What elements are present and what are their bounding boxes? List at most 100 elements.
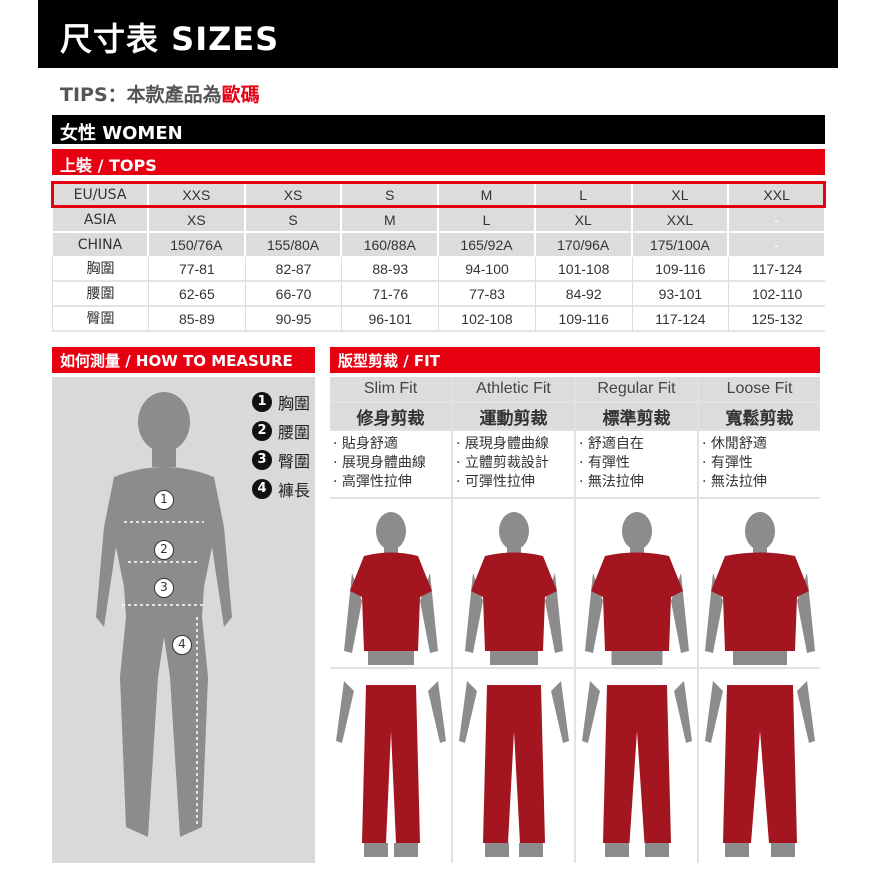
tips-highlight: 歐碼 xyxy=(221,84,260,106)
pants-figure xyxy=(699,669,820,863)
table-cell: 125-132 xyxy=(728,307,825,332)
row-label: 胸圍 xyxy=(52,257,148,282)
fit-point: · 可彈性拉伸 xyxy=(456,474,535,490)
fit-point: · 展現身體曲線 xyxy=(456,436,549,452)
page-title: 尺寸表 SIZES xyxy=(38,0,838,68)
row-label: 腰圍 xyxy=(52,282,148,307)
legend-number: 4 xyxy=(252,479,272,499)
shirt-icon xyxy=(584,512,689,665)
table-cell: 109-116 xyxy=(631,257,729,282)
marker-3: 3 xyxy=(154,578,174,598)
fit-point: · 舒適自在 xyxy=(579,436,644,452)
shirt-icon xyxy=(464,512,563,665)
fit-description: · 舒適自在 · 有彈性 · 無法拉伸 xyxy=(576,431,697,497)
table-cell: S xyxy=(244,207,342,232)
table-cell: - xyxy=(728,232,825,257)
row-label: 臀圍 xyxy=(52,307,148,332)
table-cell: 96-101 xyxy=(341,307,439,332)
body-silhouette-icon xyxy=(96,392,232,837)
tips: TIPS：本款產品為歐碼 xyxy=(60,80,260,107)
fit-point: · 無法拉伸 xyxy=(579,474,644,490)
legend-label: 臀圍 xyxy=(278,452,311,471)
marker-4: 4 xyxy=(172,635,192,655)
fit-point: · 展現身體曲線 xyxy=(333,455,426,471)
table-cell: 155/80A xyxy=(244,232,342,257)
row-label: CHINA xyxy=(52,232,148,257)
table-cell: 93-101 xyxy=(631,282,729,307)
section-tops: 上裝 / TOPS xyxy=(52,149,825,175)
table-cell: 84-92 xyxy=(534,282,632,307)
table-cell: 77-81 xyxy=(148,257,245,282)
size-table: EU/USA XXS XS S M L XL XXL ASIA XS S M L XL XXL - CHINA 1… xyxy=(52,182,825,332)
eu-row-highlight xyxy=(51,181,826,208)
pants-icon xyxy=(581,681,692,857)
section-women: 女性 WOMEN xyxy=(52,115,825,144)
legend-label: 胸圍 xyxy=(278,394,311,413)
table-cell: XXL xyxy=(631,207,729,232)
table-cell: 85-89 xyxy=(148,307,245,332)
table-cell: 66-70 xyxy=(244,282,342,307)
table-cell: 160/88A xyxy=(341,232,439,257)
table-cell: M xyxy=(341,207,439,232)
table-cell: 170/96A xyxy=(534,232,632,257)
fit-point: · 有彈性 xyxy=(702,455,753,471)
shirt-figure xyxy=(576,499,697,667)
pants-icon xyxy=(704,681,815,857)
table-cell: XL xyxy=(534,207,632,232)
fit-description: · 貼身舒適 · 展現身體曲線 · 高彈性拉伸 xyxy=(330,431,451,497)
marker-1: 1 xyxy=(154,490,174,510)
legend-number: 3 xyxy=(252,450,272,470)
fit-description: · 休閒舒適 · 有彈性 · 無法拉伸 xyxy=(699,431,820,497)
pants-figure xyxy=(330,669,451,863)
legend-number: 1 xyxy=(252,392,272,412)
shirt-figure xyxy=(699,499,820,667)
fit-header: 版型剪裁 / FIT xyxy=(330,347,820,373)
table-cell: 150/76A xyxy=(148,232,245,257)
table-cell: 109-116 xyxy=(534,307,632,332)
marker-2: 2 xyxy=(154,540,174,560)
shirt-icon xyxy=(704,512,815,665)
fit-point: · 高彈性拉伸 xyxy=(333,474,412,490)
table-cell: 94-100 xyxy=(438,257,535,282)
fit-name-zh: 標準剪裁 xyxy=(576,403,697,429)
legend-item: 1 胸圍 xyxy=(252,391,310,413)
table-cell: 101-108 xyxy=(534,257,632,282)
legend-item: 4 褲長 xyxy=(252,478,310,500)
fit-point: · 貼身舒適 xyxy=(333,436,398,452)
fit-name-zh: 修身剪裁 xyxy=(330,403,451,429)
fit-name-en: Regular Fit xyxy=(576,377,697,401)
fit-name-zh: 寬鬆剪裁 xyxy=(699,403,820,429)
legend-number: 2 xyxy=(252,421,272,441)
legend-label: 腰圍 xyxy=(278,423,311,442)
table-cell: 117-124 xyxy=(728,257,825,282)
fit-point: · 休閒舒適 xyxy=(702,436,767,452)
table-cell: 175/100A xyxy=(631,232,729,257)
fit-description: · 展現身體曲線 · 立體剪裁設計 · 可彈性拉伸 xyxy=(453,431,574,497)
table-cell: 77-83 xyxy=(438,282,535,307)
table-cell: 117-124 xyxy=(631,307,729,332)
pants-figure xyxy=(453,669,574,863)
pants-icon xyxy=(458,681,569,857)
fit-name-en: Athletic Fit xyxy=(453,377,574,401)
table-cell: XS xyxy=(244,182,342,207)
table-cell: XS xyxy=(148,207,245,232)
fit-point: · 有彈性 xyxy=(579,455,630,471)
fit-point: · 無法拉伸 xyxy=(702,474,767,490)
table-cell: XL xyxy=(631,182,729,207)
legend-label: 褲長 xyxy=(278,481,311,500)
table-cell: 165/92A xyxy=(438,232,535,257)
row-label: ASIA xyxy=(52,207,148,232)
table-cell: 82-87 xyxy=(244,257,342,282)
how-to-measure-header: 如何測量 / HOW TO MEASURE xyxy=(52,347,315,373)
fit-point: · 立體剪裁設計 xyxy=(456,455,549,471)
fit-table: Slim Fit Athletic Fit Regular Fit Loose Fit… xyxy=(330,377,820,863)
shirt-figure xyxy=(330,499,451,667)
pants-icon xyxy=(335,681,446,857)
tips-text: TIPS：本款產品為 xyxy=(60,84,222,106)
table-cell: 71-76 xyxy=(341,282,439,307)
shirt-figure xyxy=(453,499,574,667)
pants-figure xyxy=(576,669,697,863)
legend-item: 2 腰圍 xyxy=(252,420,310,442)
table-cell: 102-110 xyxy=(728,282,825,307)
shirt-icon xyxy=(343,512,438,665)
